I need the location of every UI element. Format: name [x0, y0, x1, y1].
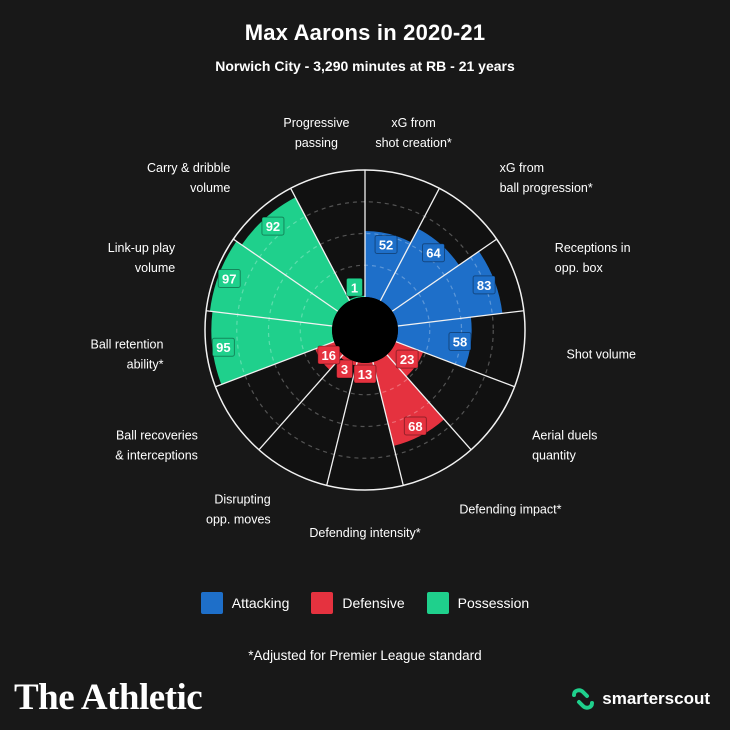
spoke-3 [391, 238, 498, 312]
value-label-6: 68 [408, 419, 422, 434]
value-label-13: 1 [351, 280, 358, 295]
legend-label-defensive: Defensive [342, 595, 405, 611]
grid-ring-75 [236, 201, 494, 459]
value-label-9: 16 [322, 348, 336, 363]
value-label-bg-3 [472, 275, 496, 295]
category-label-9: Ball recoveries & interceptions [115, 428, 198, 462]
value-label-bg-10 [211, 337, 235, 357]
bar-4 [395, 317, 472, 368]
category-label-10: Ball retention ability* [91, 337, 164, 371]
spoke-13 [290, 188, 351, 302]
value-label-bg-12 [261, 216, 285, 236]
value-label-bg-6 [403, 416, 427, 436]
spoke-11 [206, 310, 333, 327]
value-label-bg-1 [374, 235, 398, 255]
spoke-10 [215, 341, 335, 388]
bar-3 [392, 251, 503, 327]
smarterscout-wordmark: smarterscout [602, 689, 710, 708]
category-label-12: Carry & dribble volume [147, 161, 230, 195]
legend-item-defensive: Defensive [311, 592, 405, 614]
value-label-1: 52 [379, 238, 393, 253]
spoke-7 [372, 361, 404, 486]
value-label-bg-11 [217, 269, 241, 289]
value-label-12: 92 [266, 219, 280, 234]
value-label-bg-9 [317, 345, 341, 365]
bar-13 [349, 295, 365, 301]
value-label-bg-7 [353, 364, 377, 384]
spoke-8 [326, 361, 358, 486]
value-label-11: 97 [222, 272, 236, 287]
spoke-12 [232, 238, 339, 312]
legend-label-possession: Possession [457, 595, 530, 611]
chart-title: Max Aarons in 2020-21 [244, 20, 486, 45]
value-label-3: 83 [477, 278, 491, 293]
spoke-2 [379, 188, 440, 302]
smarterscout-icon [572, 688, 595, 710]
category-label-7: Defending intensity* [309, 526, 420, 540]
category-label-8: Disrupting opp. moves [206, 493, 271, 527]
legend-item-possession: Possession [426, 592, 530, 614]
value-label-bg-4 [448, 332, 472, 352]
spoke-4 [397, 310, 524, 327]
spoke-5 [395, 341, 515, 388]
spoke-6 [386, 354, 472, 451]
category-label-5: Aerial duels quantity [532, 428, 597, 462]
value-label-7: 13 [358, 367, 372, 382]
value-label-4: 58 [453, 335, 467, 350]
value-label-bg-8 [336, 359, 354, 379]
category-label-1: xG from shot creation* [375, 116, 452, 150]
legend-item-attacking: Attacking [200, 592, 290, 614]
footnote: *Adjusted for Premier League standard [248, 648, 482, 663]
category-label-11: Link-up play volume [108, 241, 176, 275]
legend-label-attacking: Attacking [231, 595, 290, 611]
smarterscout-logo: smarterscout [570, 686, 710, 712]
bar-11 [209, 241, 338, 327]
chart-subtitle: Norwich City - 3,290 minutes at RB - 21 … [215, 58, 515, 74]
category-label-2: xG from ball progression* [500, 161, 593, 195]
center-hole [332, 297, 398, 363]
the-athletic-logo: The Athletic [14, 677, 203, 718]
legend-swatch-possession [426, 592, 449, 614]
value-label-bg-13 [345, 277, 363, 297]
category-label-13: Progressive passing [283, 116, 349, 150]
value-label-8: 3 [341, 362, 348, 377]
legend-swatch-attacking [200, 592, 223, 614]
value-label-10: 95 [216, 340, 230, 355]
bar-10 [211, 311, 335, 385]
legend: Attacking Defensive Possession [0, 592, 730, 614]
category-label-4: Shot volume [567, 347, 637, 361]
value-label-bg-2 [421, 243, 445, 263]
spoke-9 [258, 354, 344, 451]
category-label-3: Receptions in opp. box [555, 241, 631, 275]
value-label-5: 23 [400, 352, 414, 367]
value-label-bg-5 [395, 349, 419, 369]
grid-ring-50 [267, 232, 463, 428]
value-label-2: 64 [426, 246, 441, 261]
legend-swatch-defensive [311, 592, 334, 614]
category-label-6: Defending impact* [459, 503, 561, 517]
